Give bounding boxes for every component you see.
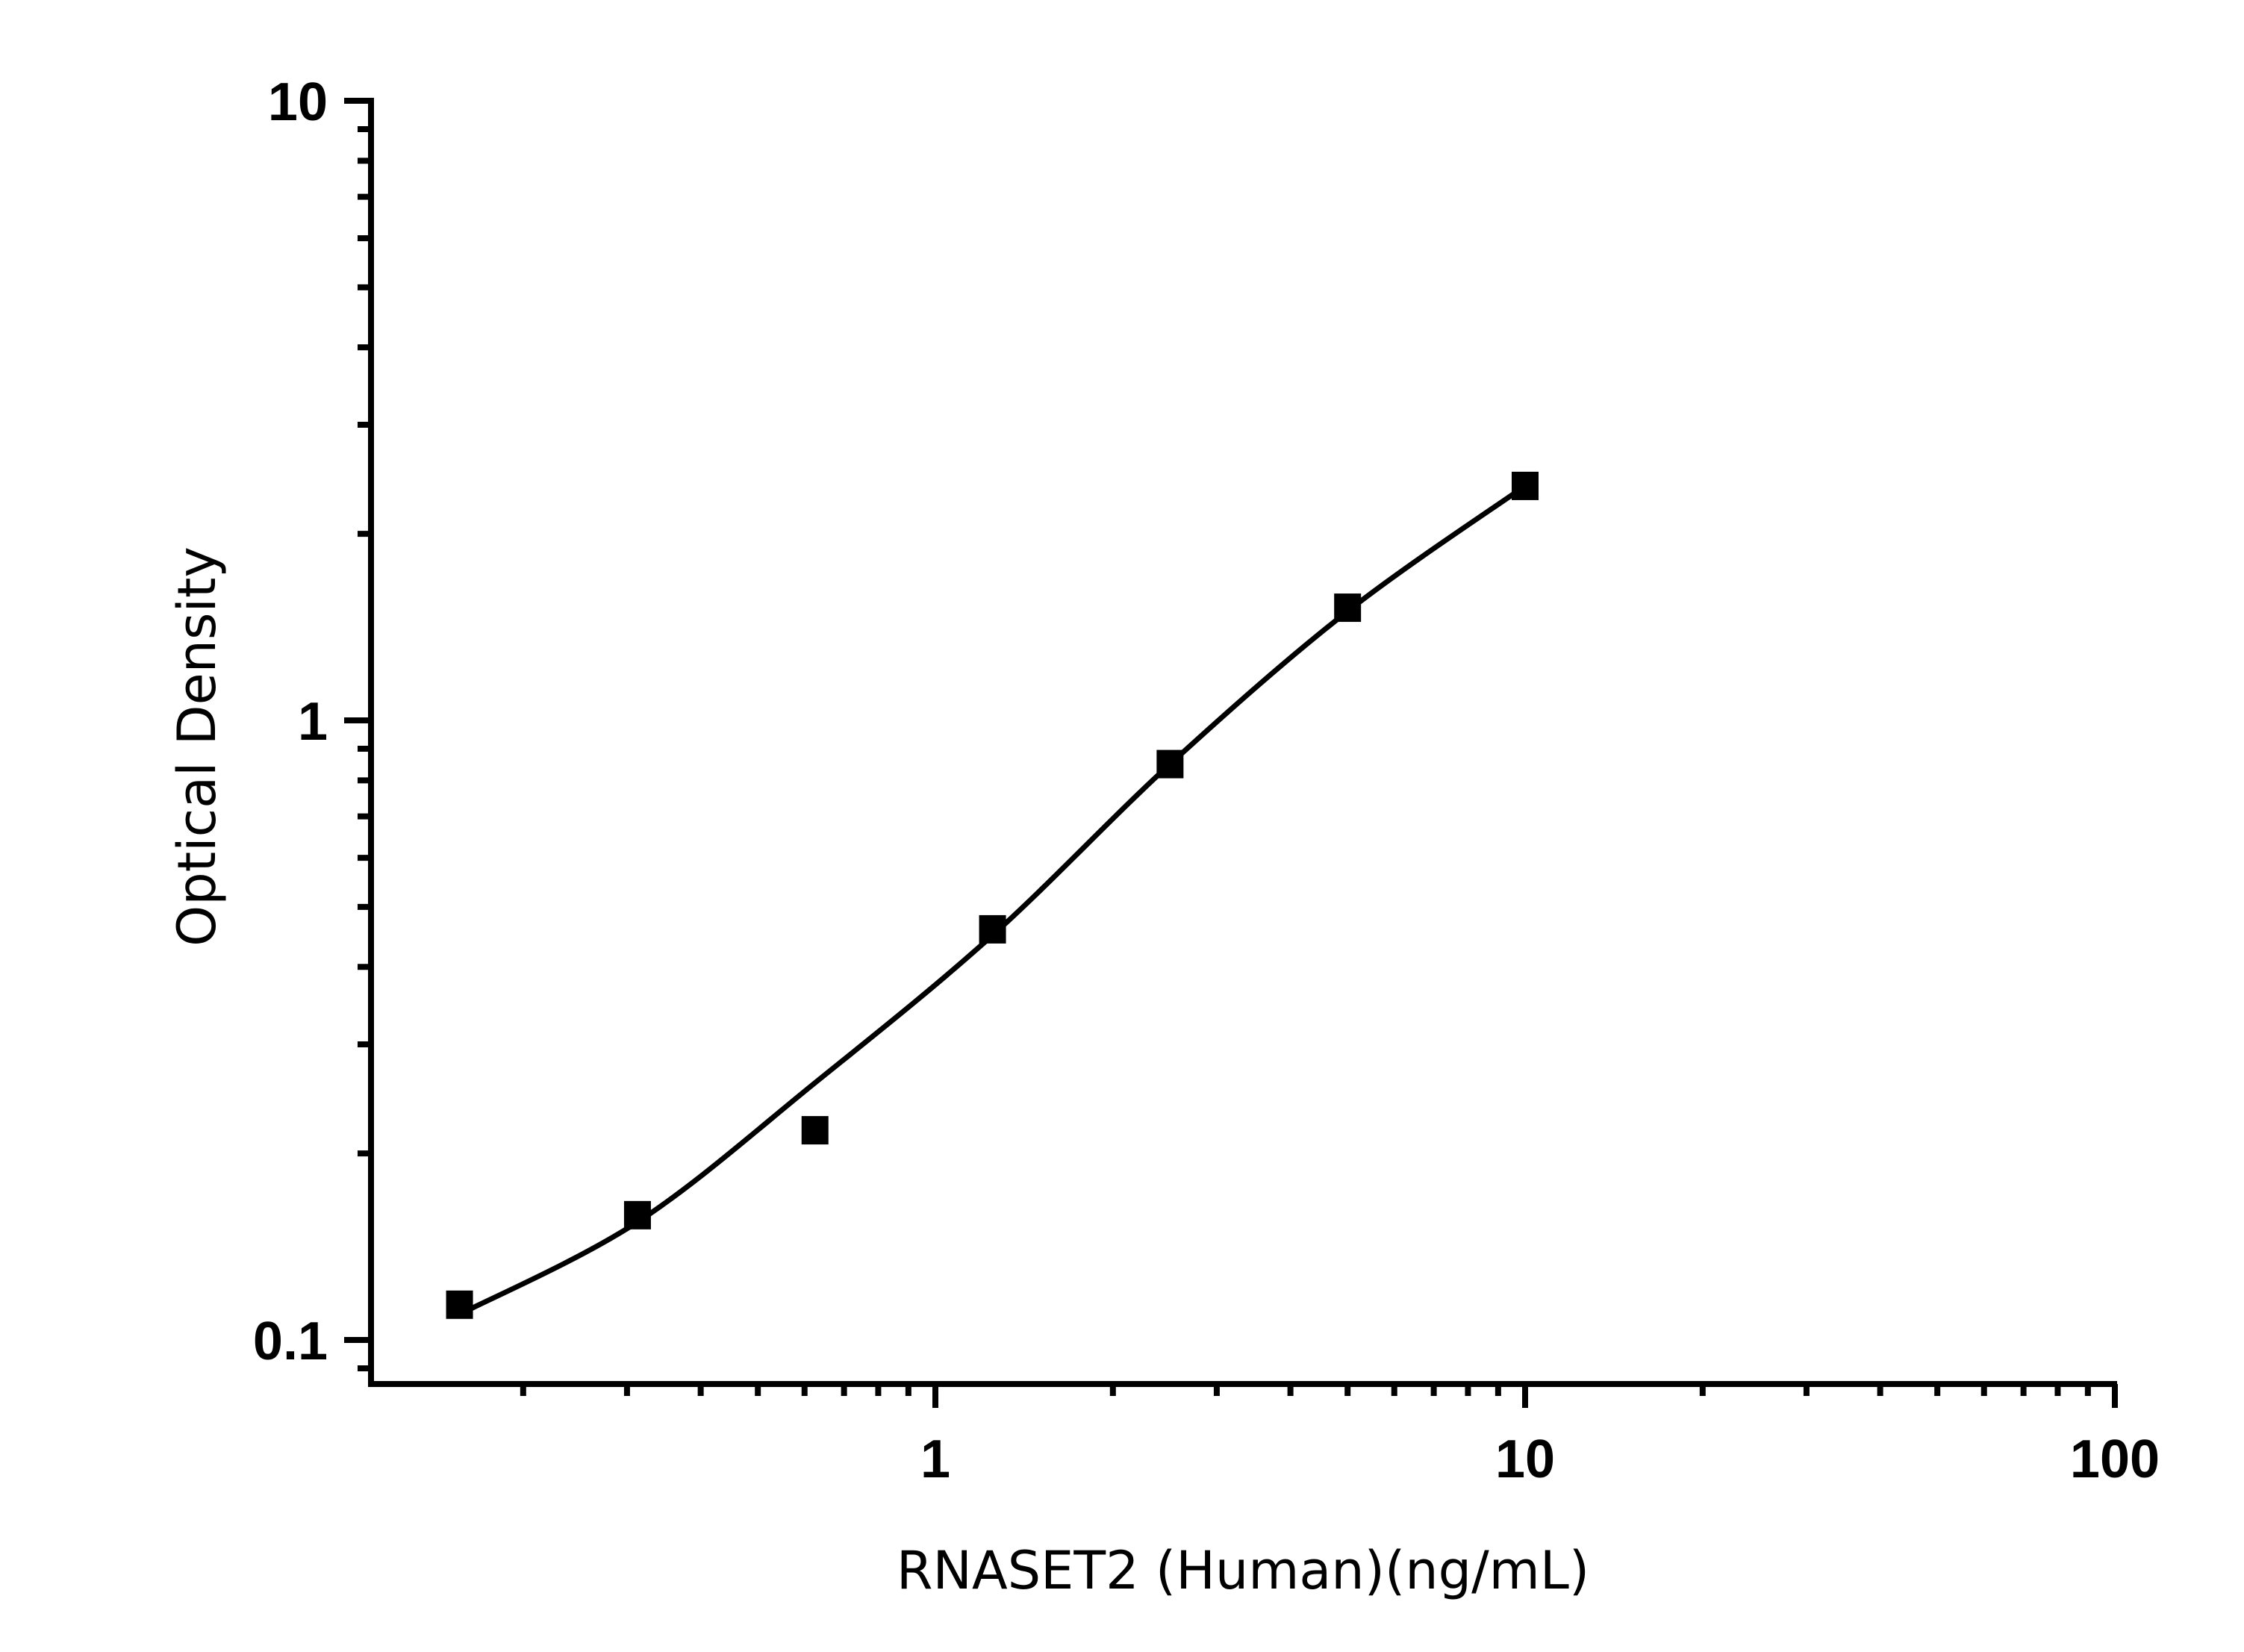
data-point-marker [1156,749,1184,779]
data-point-marker [623,1200,651,1229]
data-point-marker [1334,593,1362,623]
x-tick-label: 1 [920,1430,950,1489]
data-point-marker [801,1116,829,1145]
x-tick-label: 10 [1495,1430,1555,1489]
fit-curve [458,484,1527,1317]
data-points [446,471,1539,1319]
tick-labels: 0.1 1 10 1 10 100 [253,72,2160,1489]
y-axis-title: Optical Density [166,546,228,947]
data-point-marker [979,914,1006,944]
axes [344,98,2118,1408]
y-tick-label: 1 [298,692,328,752]
data-point-marker [1512,471,1539,500]
fit-curve-path [458,484,1527,1317]
x-axis-title: RNASET2 (Human)(ng/mL) [897,1540,1589,1601]
x-tick-label: 100 [2070,1430,2160,1489]
y-tick-label: 10 [268,72,328,132]
data-point-marker [446,1290,473,1319]
y-tick-label: 0.1 [253,1312,328,1371]
